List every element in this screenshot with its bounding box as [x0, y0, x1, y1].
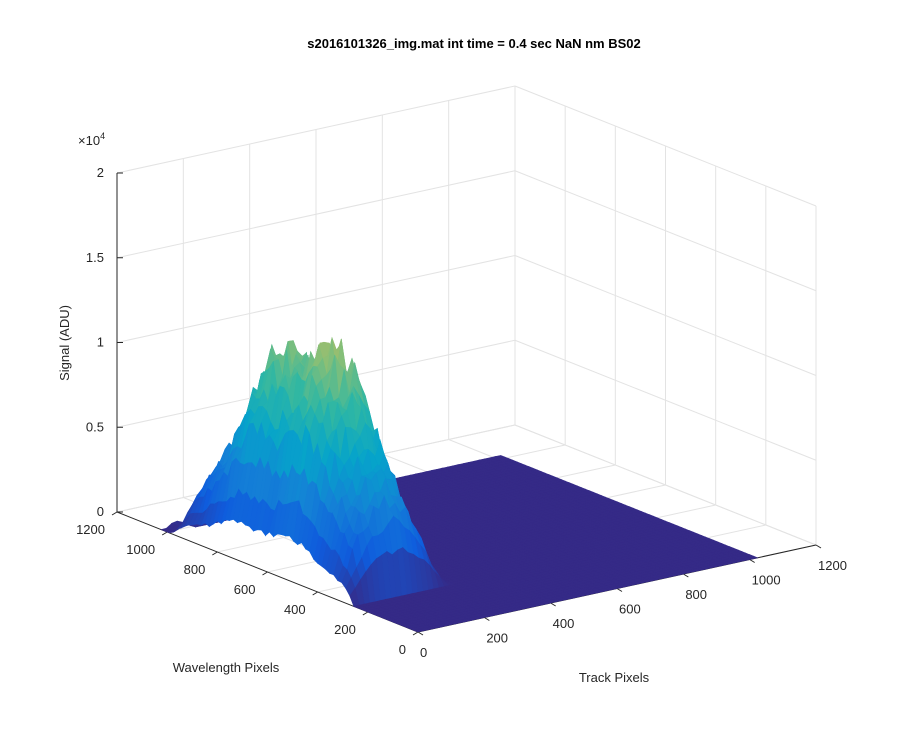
surface-patch [412, 628, 425, 633]
grid-line [514, 339, 817, 461]
x-axis-label: Track Pixels [579, 670, 650, 685]
grid-line [116, 85, 516, 174]
chart-title: s2016101326_img.mat int time = 0.4 sec N… [307, 36, 641, 51]
y-tick-mark [161, 531, 168, 536]
y-tick-label: 400 [284, 602, 306, 617]
y-tick-mark [362, 611, 369, 616]
y-tick-mark [412, 631, 419, 636]
z-tick-label: 1.5 [86, 250, 104, 265]
x-tick-label: 800 [685, 587, 707, 602]
grid-line [514, 170, 817, 292]
surface [160, 336, 759, 633]
y-tick-label: 800 [184, 562, 206, 577]
x-tick-mark [616, 588, 623, 592]
y-tick-label: 1200 [76, 522, 105, 537]
z-axis-label: Signal (ADU) [57, 305, 72, 381]
x-tick-label: 400 [553, 616, 575, 631]
y-tick-mark [212, 551, 218, 556]
x-tick-label: 1200 [818, 558, 847, 573]
x-tick-mark [550, 602, 556, 607]
y-tick-mark [111, 511, 118, 516]
y-tick-label: 600 [234, 582, 256, 597]
grid-line [116, 170, 516, 259]
y-tick-label: 200 [334, 622, 356, 637]
z-exponent-base: ×10 [78, 133, 100, 148]
tick-labels: 0200400600800100012000200400600800100012… [76, 165, 847, 660]
grid-line [116, 255, 516, 343]
x-tick-label: 1000 [752, 573, 781, 588]
z-tick-label: 0.5 [86, 419, 104, 434]
x-tick-mark [484, 617, 490, 621]
x-tick-label: 200 [486, 631, 508, 646]
x-tick-mark [417, 631, 424, 636]
x-tick-mark [815, 544, 822, 549]
z-exponent-label: ×104 [78, 131, 105, 148]
z-tick-label: 0 [97, 504, 104, 519]
y-tick-mark [262, 571, 268, 576]
x-tick-mark [749, 559, 755, 563]
y-tick-label: 0 [399, 642, 406, 657]
y-tick-label: 1000 [126, 542, 155, 557]
grid-line [514, 85, 817, 207]
z-tick-label: 2 [97, 165, 104, 180]
y-tick-mark [312, 591, 318, 596]
x-tick-label: 0 [420, 645, 427, 660]
y-axis-label: Wavelength Pixels [173, 660, 280, 675]
z-tick-label: 1 [97, 335, 104, 350]
x-tick-mark [683, 573, 689, 578]
x-tick-label: 600 [619, 602, 641, 617]
z-exponent-power: 4 [100, 131, 105, 141]
grid-line [514, 255, 817, 376]
